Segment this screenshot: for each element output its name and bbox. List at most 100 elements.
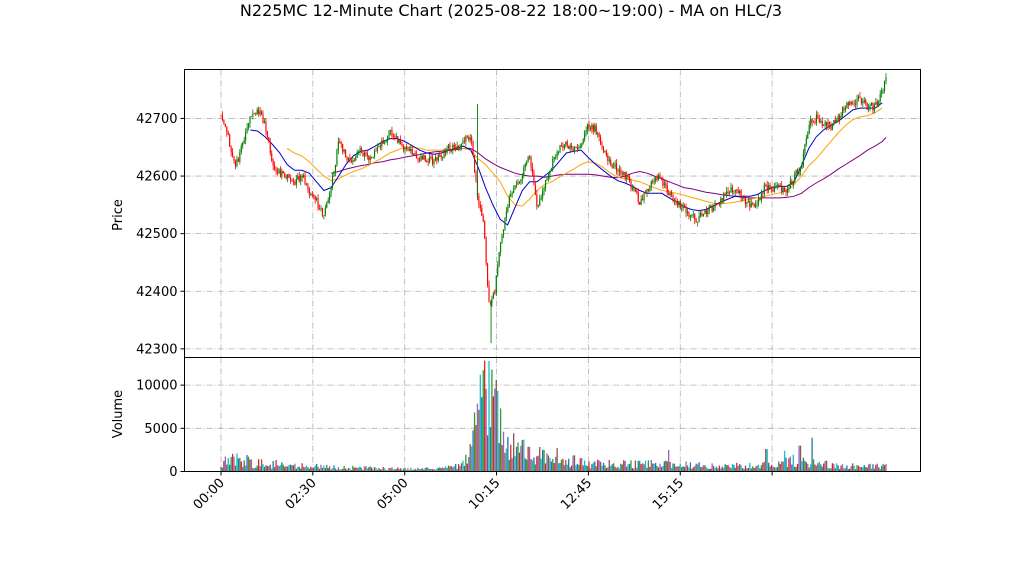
- volume-bar: [760, 465, 763, 472]
- candle-body: [301, 175, 303, 178]
- candle-body: [646, 188, 648, 194]
- volume-bar: [230, 456, 232, 472]
- candle-body: [837, 115, 839, 121]
- volume-bar: [853, 465, 855, 472]
- candle-body: [475, 171, 477, 181]
- candle-body: [289, 177, 292, 180]
- candle-body: [539, 199, 541, 206]
- candle-body: [223, 120, 225, 125]
- volume-bar: [366, 468, 368, 472]
- volume-bar: [611, 464, 613, 472]
- volume-bar: [581, 457, 583, 472]
- volume-bar: [820, 464, 822, 472]
- volume-bar: [498, 443, 500, 472]
- candle-body: [656, 177, 658, 180]
- volume-bar: [862, 467, 864, 472]
- volume-bar: [781, 461, 783, 472]
- price-grid: [184, 69, 921, 358]
- candle-body: [534, 185, 536, 195]
- volume-bar: [488, 360, 490, 472]
- volume-bar: [711, 463, 713, 472]
- candle-body: [281, 170, 283, 177]
- candle-body: [492, 292, 494, 299]
- candle-body: [598, 133, 600, 137]
- candle-body: [259, 111, 261, 115]
- candle-body: [391, 129, 393, 136]
- candle-body: [682, 205, 684, 208]
- candle-body: [711, 205, 713, 212]
- candle-body: [497, 264, 499, 276]
- volume-bar: [576, 463, 579, 472]
- volume-bar: [846, 465, 848, 472]
- candle-body: [637, 192, 639, 202]
- candle-body: [229, 134, 231, 147]
- candle-body: [362, 152, 364, 157]
- volume-bar: [300, 468, 302, 472]
- volume-bar: [637, 460, 639, 472]
- candle-body: [446, 148, 448, 154]
- volume-bar: [286, 466, 289, 472]
- candle-body: [878, 100, 880, 106]
- candle-body: [430, 156, 432, 158]
- candle-body: [352, 160, 354, 162]
- volume-bar: [465, 454, 467, 472]
- volume-bar: [621, 464, 623, 472]
- candle-body: [494, 292, 496, 294]
- volume-bar: [320, 464, 322, 472]
- candle-body: [620, 169, 622, 174]
- candle-body: [872, 103, 874, 111]
- volume-bar: [244, 465, 247, 472]
- volume-bar: [875, 464, 877, 472]
- volume-bar: [514, 456, 516, 472]
- volume-bar: [521, 439, 524, 472]
- candle-body: [358, 151, 360, 153]
- volume-bar: [646, 467, 648, 472]
- volume-bar: [330, 469, 332, 472]
- candle-body: [478, 195, 480, 205]
- volume-bar: [313, 467, 315, 472]
- candle-body: [500, 242, 502, 252]
- candle-body: [275, 169, 277, 172]
- candle-body: [718, 203, 720, 205]
- candle-body: [311, 194, 313, 196]
- candle-body: [511, 193, 513, 195]
- volume-bar: [882, 463, 884, 472]
- candle-body: [720, 198, 722, 205]
- volume-bar: [670, 467, 673, 472]
- candle-body: [728, 192, 731, 194]
- candle-body: [416, 153, 418, 159]
- volume-bar: [492, 396, 495, 472]
- volume-bar: [268, 466, 270, 472]
- volume-bar: [628, 463, 631, 472]
- candle-body: [533, 173, 535, 186]
- candle-body: [695, 220, 697, 223]
- volume-bar: [331, 468, 334, 472]
- candle-body: [542, 191, 544, 198]
- volume-bar: [395, 469, 397, 472]
- candle-body: [730, 187, 732, 193]
- volume-bar: [807, 463, 809, 472]
- volume-bar: [265, 465, 267, 472]
- candle-body: [628, 176, 631, 182]
- candle-body: [727, 191, 729, 194]
- volume-bar: [473, 412, 476, 472]
- volume-bar: [857, 465, 860, 472]
- candle-body: [753, 204, 755, 207]
- candle-body: [876, 102, 878, 106]
- price-panel-frame: [184, 69, 921, 358]
- candle-body: [388, 131, 390, 137]
- volume-bar: [673, 463, 676, 472]
- volume-bar: [615, 467, 618, 472]
- candle-body: [392, 135, 394, 137]
- volume-bar: [791, 464, 793, 472]
- candle-body: [297, 176, 299, 180]
- volume-bar: [544, 463, 547, 472]
- volume-bar: [624, 461, 626, 472]
- volume-bar: [641, 463, 644, 472]
- candle-body: [356, 152, 358, 158]
- candle-body: [424, 155, 426, 162]
- candle-body: [431, 157, 434, 164]
- volume-bar: [776, 467, 778, 472]
- candle-body: [540, 197, 542, 200]
- volume-bar: [639, 460, 641, 472]
